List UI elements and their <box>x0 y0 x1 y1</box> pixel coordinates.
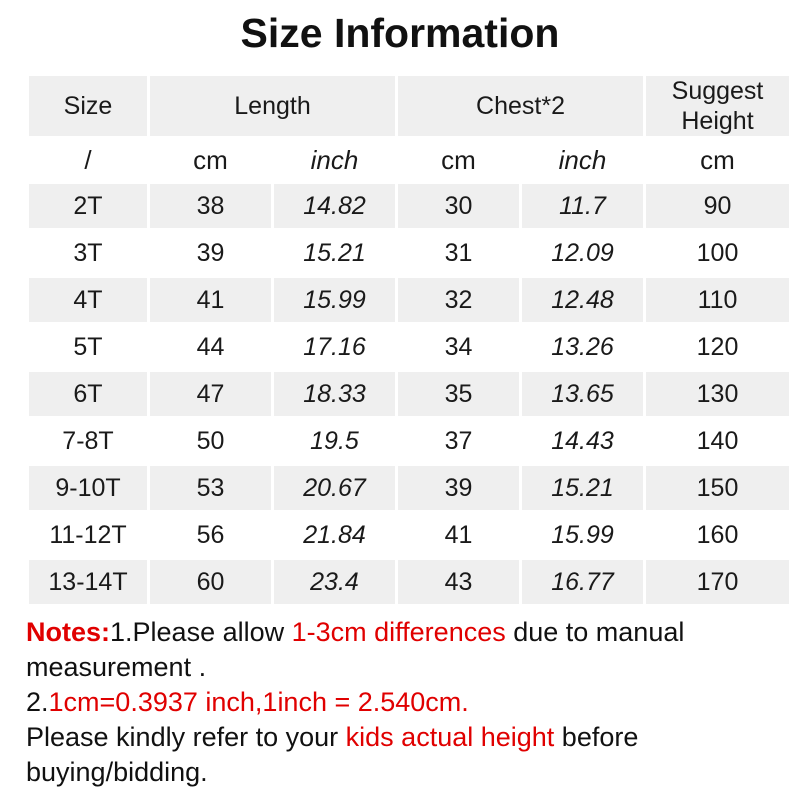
cell-height-cm: 150 <box>646 466 790 510</box>
cell-length-inch: 17.16 <box>274 325 395 369</box>
cell-chest-inch: 14.43 <box>522 419 644 463</box>
cell-length-cm: 50 <box>150 419 271 463</box>
col-header-size: Size <box>29 76 147 136</box>
table-row: 6T 47 18.33 35 13.65 130 <box>29 372 790 416</box>
cell-chest-inch: 13.65 <box>522 372 644 416</box>
cell-chest-cm: 39 <box>398 466 519 510</box>
cell-height-cm: 90 <box>646 184 790 228</box>
note-line-1: Notes:1.Please allow 1-3cm differences d… <box>26 615 774 685</box>
cell-height-cm: 160 <box>646 513 790 557</box>
cell-chest-cm: 31 <box>398 231 519 275</box>
unit-size: / <box>29 139 147 181</box>
cell-size: 6T <box>29 372 147 416</box>
cell-length-cm: 53 <box>150 466 271 510</box>
note-segment: 1.Please allow <box>110 617 292 647</box>
table-row: 2T 38 14.82 30 11.7 90 <box>29 184 790 228</box>
cell-size: 4T <box>29 278 147 322</box>
cell-chest-inch: 12.09 <box>522 231 644 275</box>
cell-height-cm: 140 <box>646 419 790 463</box>
table-units-row: / cm inch cm inch cm <box>29 139 790 181</box>
note-line-3: Please kindly refer to your kids actual … <box>26 720 774 790</box>
page-title: Size Information <box>240 10 560 56</box>
note-segment: due to manual measurement . <box>26 617 685 682</box>
table-header-row: Size Length Chest*2 Suggest Height <box>29 76 790 136</box>
cell-height-cm: 170 <box>646 560 790 604</box>
cell-length-inch: 19.5 <box>274 419 395 463</box>
table-row: 9-10T 53 20.67 39 15.21 150 <box>29 466 790 510</box>
cell-chest-inch: 15.21 <box>522 466 644 510</box>
cell-size: 3T <box>29 231 147 275</box>
unit-chest-inch: inch <box>522 139 644 181</box>
cell-height-cm: 120 <box>646 325 790 369</box>
size-chart-page: Size Information Size Length Chest*2 Sug… <box>0 10 800 800</box>
cell-chest-cm: 41 <box>398 513 519 557</box>
cell-chest-inch: 13.26 <box>522 325 644 369</box>
unit-height-cm: cm <box>646 139 790 181</box>
cell-size: 13-14T <box>29 560 147 604</box>
table-row: 13-14T 60 23.4 43 16.77 170 <box>29 560 790 604</box>
cell-length-inch: 21.84 <box>274 513 395 557</box>
cell-chest-cm: 43 <box>398 560 519 604</box>
cell-height-cm: 100 <box>646 231 790 275</box>
cell-length-cm: 56 <box>150 513 271 557</box>
cell-size: 2T <box>29 184 147 228</box>
cell-length-cm: 38 <box>150 184 271 228</box>
cell-size: 9-10T <box>29 466 147 510</box>
cell-chest-cm: 35 <box>398 372 519 416</box>
cell-chest-cm: 32 <box>398 278 519 322</box>
cell-length-cm: 47 <box>150 372 271 416</box>
note-segment: Notes: <box>26 617 111 647</box>
cell-length-cm: 60 <box>150 560 271 604</box>
cell-length-inch: 15.21 <box>274 231 395 275</box>
cell-height-cm: 110 <box>646 278 790 322</box>
table-row: 5T 44 17.16 34 13.26 120 <box>29 325 790 369</box>
col-header-length: Length <box>150 76 395 136</box>
cell-size: 5T <box>29 325 147 369</box>
note-line-2: 2.1cm=0.3937 inch,1inch = 2.540cm. <box>26 685 774 720</box>
cell-length-inch: 23.4 <box>274 560 395 604</box>
note-segment: kids actual height <box>345 722 562 752</box>
cell-chest-inch: 15.99 <box>522 513 644 557</box>
note-segment: before buying/bidding. <box>26 722 639 787</box>
note-segment: 1cm=0.3937 inch,1inch = 2.540cm. <box>48 687 469 717</box>
unit-length-inch: inch <box>274 139 395 181</box>
cell-chest-inch: 12.48 <box>522 278 644 322</box>
cell-chest-cm: 30 <box>398 184 519 228</box>
cell-length-inch: 18.33 <box>274 372 395 416</box>
cell-length-inch: 20.67 <box>274 466 395 510</box>
table-row: 4T 41 15.99 32 12.48 110 <box>29 278 790 322</box>
notes-section: Notes:1.Please allow 1-3cm differences d… <box>26 615 774 790</box>
size-table-head: Size Length Chest*2 Suggest Height / cm … <box>29 76 790 181</box>
cell-height-cm: 130 <box>646 372 790 416</box>
cell-chest-cm: 37 <box>398 419 519 463</box>
table-row: 11-12T 56 21.84 41 15.99 160 <box>29 513 790 557</box>
cell-length-inch: 15.99 <box>274 278 395 322</box>
cell-size: 11-12T <box>29 513 147 557</box>
unit-chest-cm: cm <box>398 139 519 181</box>
col-header-suggest-height: Suggest Height <box>646 76 790 136</box>
size-table: Size Length Chest*2 Suggest Height / cm … <box>26 73 792 607</box>
cell-length-cm: 41 <box>150 278 271 322</box>
cell-length-inch: 14.82 <box>274 184 395 228</box>
note-segment: 1-3cm differences <box>291 617 514 647</box>
note-segment: 2. <box>26 687 49 717</box>
cell-size: 7-8T <box>29 419 147 463</box>
size-table-body: 2T 38 14.82 30 11.7 90 3T 39 15.21 31 12.09 100 4T 41… <box>29 184 790 604</box>
cell-chest-cm: 34 <box>398 325 519 369</box>
cell-chest-inch: 16.77 <box>522 560 644 604</box>
note-segment: Please kindly refer to your <box>26 722 346 752</box>
table-row: 7-8T 50 19.5 37 14.43 140 <box>29 419 790 463</box>
cell-length-cm: 39 <box>150 231 271 275</box>
cell-chest-inch: 11.7 <box>522 184 644 228</box>
cell-length-cm: 44 <box>150 325 271 369</box>
table-row: 3T 39 15.21 31 12.09 100 <box>29 231 790 275</box>
col-header-chest: Chest*2 <box>398 76 644 136</box>
unit-length-cm: cm <box>150 139 271 181</box>
